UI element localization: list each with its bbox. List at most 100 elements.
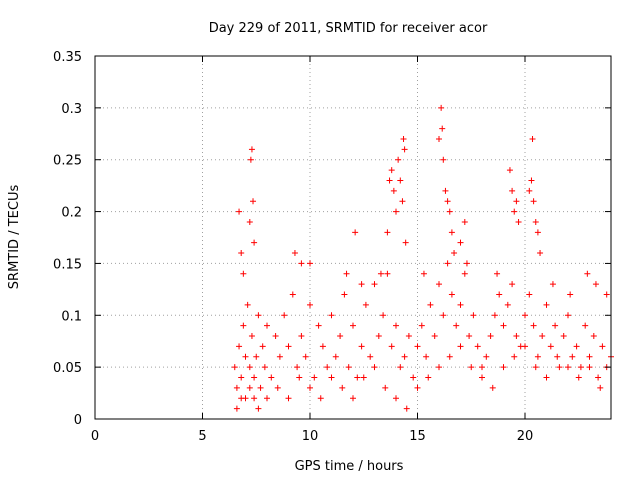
data-point — [513, 198, 520, 205]
data-point — [436, 364, 442, 371]
data-point — [543, 374, 550, 381]
data-point — [242, 353, 249, 360]
x-tick-label: 0 — [91, 429, 99, 444]
data-point — [236, 208, 243, 215]
data-point — [446, 353, 453, 360]
data-point — [496, 291, 503, 298]
data-point — [371, 364, 378, 371]
data-point — [511, 353, 518, 360]
data-point — [233, 405, 240, 412]
data-point — [315, 322, 322, 329]
data-point — [582, 322, 589, 329]
data-point — [246, 384, 253, 391]
data-point — [427, 301, 434, 308]
y-tick-label: 0.15 — [53, 257, 82, 272]
data-point — [246, 364, 253, 371]
data-points — [231, 104, 614, 412]
data-point — [547, 343, 554, 350]
data-point — [386, 177, 393, 184]
data-point — [565, 364, 571, 371]
data-point — [395, 156, 402, 163]
data-point — [264, 395, 270, 402]
data-point — [479, 374, 485, 381]
data-point — [463, 260, 470, 267]
data-point — [552, 322, 559, 329]
data-point — [307, 301, 313, 308]
data-point — [410, 374, 417, 381]
data-point — [522, 312, 528, 319]
data-point — [513, 333, 520, 340]
data-point — [438, 104, 445, 111]
data-point — [240, 322, 247, 329]
data-point — [511, 208, 518, 215]
data-point — [440, 156, 447, 163]
data-point — [345, 364, 352, 371]
data-point — [285, 395, 292, 402]
data-point — [444, 260, 451, 267]
data-point — [592, 281, 599, 288]
data-point — [358, 343, 365, 350]
data-point — [268, 374, 275, 381]
data-point — [302, 353, 309, 360]
data-point — [384, 229, 391, 236]
data-point — [504, 301, 511, 308]
y-axis: 0 0.05 0.1 0.15 0.2 0.25 0.3 0.35 — [53, 50, 611, 428]
data-point — [248, 146, 255, 153]
data-point — [560, 333, 567, 340]
data-point — [350, 395, 356, 402]
data-point — [397, 177, 404, 184]
data-point — [529, 135, 536, 142]
data-point — [554, 353, 561, 360]
data-point — [448, 229, 455, 236]
y-tick-label: 0 — [74, 413, 82, 428]
data-point — [573, 343, 580, 350]
data-point — [341, 291, 348, 298]
data-point — [567, 291, 574, 298]
data-point — [539, 333, 546, 340]
data-point — [420, 270, 427, 277]
plot-frame — [94, 55, 612, 420]
y-tick-label: 0.1 — [61, 309, 82, 324]
data-point — [584, 270, 591, 277]
data-point — [565, 312, 571, 319]
data-point — [457, 301, 464, 308]
data-point — [332, 353, 339, 360]
data-point — [500, 364, 507, 371]
data-point — [603, 291, 610, 298]
data-point — [399, 198, 406, 205]
data-point — [494, 270, 501, 277]
x-axis-label: GPS time / hours — [295, 459, 404, 474]
data-point — [285, 343, 292, 350]
data-point — [402, 239, 409, 246]
data-point — [382, 384, 389, 391]
data-point — [534, 353, 541, 360]
data-point — [307, 260, 313, 267]
data-point — [403, 405, 410, 412]
data-point — [549, 281, 556, 288]
data-point — [311, 374, 318, 381]
data-point — [414, 384, 421, 391]
data-point — [470, 312, 477, 319]
data-point — [537, 250, 544, 257]
data-point — [401, 146, 408, 153]
data-point — [491, 312, 498, 319]
data-point — [388, 167, 395, 174]
data-point — [436, 281, 442, 288]
data-point — [569, 353, 576, 360]
data-point — [466, 333, 473, 340]
data-point — [360, 374, 367, 381]
x-tick-label: 15 — [409, 429, 426, 444]
data-point — [425, 374, 432, 381]
data-point — [448, 291, 455, 298]
data-point — [405, 333, 412, 340]
data-point — [509, 187, 516, 194]
data-point — [294, 364, 301, 371]
y-tick-label: 0.35 — [53, 50, 82, 65]
data-point — [461, 270, 468, 277]
data-point — [375, 333, 382, 340]
data-point — [236, 343, 243, 350]
data-point — [575, 374, 582, 381]
data-point — [506, 167, 513, 174]
data-point — [253, 353, 260, 360]
